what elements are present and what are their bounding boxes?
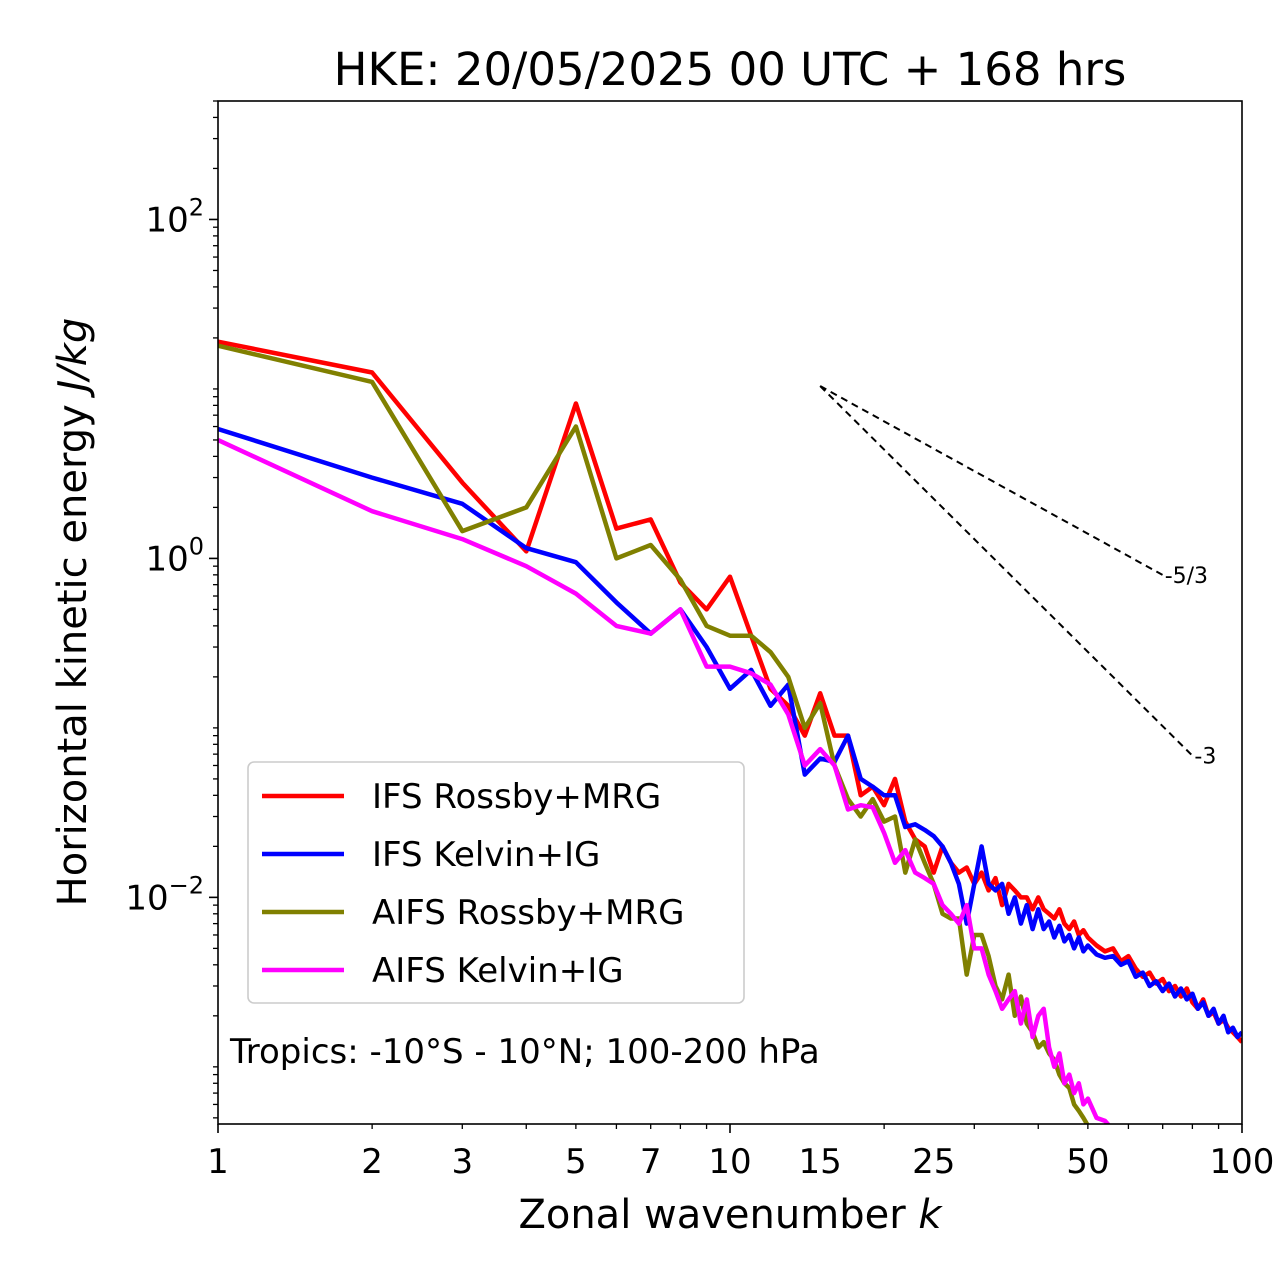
x-tick-label: 15 xyxy=(799,1142,842,1182)
x-tick-label: 10 xyxy=(708,1142,751,1182)
x-tick-label: 100 xyxy=(1210,1142,1275,1182)
x-tick-label: 1 xyxy=(207,1142,229,1182)
chart-title: HKE: 20/05/2025 00 UTC + 168 hrs xyxy=(334,43,1127,96)
y-tick-label: 102 xyxy=(145,193,204,240)
y-axis-label: Horizontal kinetic energy J/kg xyxy=(50,318,96,907)
x-tick-label: 7 xyxy=(640,1142,662,1182)
y-tick-label: 100 xyxy=(145,532,204,579)
reference-slope-label-2: -3 xyxy=(1194,745,1216,770)
legend-label-2: IFS Kelvin+IG xyxy=(372,835,600,875)
legend: IFS Rossby+MRG IFS Kelvin+IG AIFS Rossby+M… xyxy=(247,761,745,1004)
x-axis-ticks: 1 2 3 5 7 10 15 25 50 100 xyxy=(207,1124,1274,1182)
x-tick-label: 2 xyxy=(361,1142,383,1182)
legend-label-4: AIFS Kelvin+IG xyxy=(372,951,624,991)
y-tick-label: 10−2 xyxy=(125,871,204,918)
series-line-4 xyxy=(218,437,1111,1124)
x-axis-label: Zonal wavenumber k xyxy=(518,1192,943,1238)
x-tick-label: 5 xyxy=(565,1142,587,1182)
reference-slope-line-1 xyxy=(819,385,1164,576)
series-line-2 xyxy=(218,426,1242,1040)
plot-area xyxy=(218,339,1242,1124)
legend-label-1: IFS Rossby+MRG xyxy=(372,777,661,817)
reference-slope-label-1: -5/3 xyxy=(1165,564,1208,589)
reference-slope-lines: -5/3 -3 xyxy=(819,385,1216,770)
x-tick-label: 50 xyxy=(1066,1142,1109,1182)
x-tick-label: 25 xyxy=(912,1142,955,1182)
reference-slope-line-2 xyxy=(819,385,1194,757)
y-axis-ticks: 10−2 100 102 xyxy=(125,100,218,1119)
legend-label-3: AIFS Rossby+MRG xyxy=(372,893,684,933)
x-tick-label: 3 xyxy=(451,1142,473,1182)
region-annotation: Tropics: -10°S - 10°N; 100-200 hPa xyxy=(229,1032,820,1072)
legend-frame xyxy=(247,761,745,1004)
